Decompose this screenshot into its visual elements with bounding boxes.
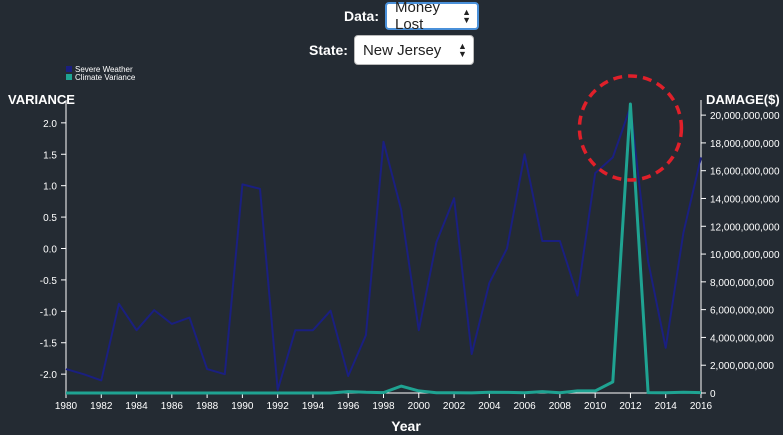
- state-control: State: New Jersey ▲ ▼: [0, 35, 783, 65]
- left-tick-label: 0.0: [43, 245, 57, 256]
- select-caret-icon: ▲ ▼: [458, 41, 467, 59]
- right-tick-label: 6,000,000,000: [710, 306, 774, 317]
- x-tick-label: 2004: [478, 401, 501, 412]
- data-control: Data: Money Lost ▲ ▼: [0, 0, 783, 33]
- legend-label: Severe Weather: [75, 65, 133, 74]
- state-select[interactable]: New Jersey ▲ ▼: [353, 35, 474, 65]
- x-tick-label: 2014: [655, 401, 678, 412]
- left-tick-label: -1.0: [40, 307, 58, 318]
- right-tick-label: 12,000,000,000: [710, 222, 780, 233]
- right-tick-label: 14,000,000,000: [710, 194, 780, 205]
- right-axis-title: DAMAGE($): [706, 92, 780, 107]
- right-tick-label: 8,000,000,000: [710, 278, 774, 289]
- x-tick-label: 2012: [619, 401, 642, 412]
- series-line-climate-variance: [66, 102, 702, 395]
- left-tick-label: 1.5: [43, 150, 57, 161]
- legend-label: Climate Variance: [75, 73, 136, 82]
- left-tick-label: -2.0: [40, 370, 58, 381]
- state-select-value: New Jersey: [362, 41, 442, 59]
- x-tick-label: 1988: [196, 401, 219, 412]
- left-tick-label: -0.5: [40, 276, 58, 287]
- x-tick-label: 1990: [231, 401, 254, 412]
- x-tick-label: 1994: [302, 401, 325, 412]
- x-tick-label: 1996: [337, 401, 360, 412]
- right-tick-label: 0: [710, 389, 716, 400]
- x-tick-label: 1992: [267, 401, 290, 412]
- x-tick-label: 1980: [55, 401, 78, 412]
- left-tick-label: -1.5: [40, 339, 58, 350]
- data-select-value: Money Lost: [395, 0, 441, 33]
- right-tick-label: 2,000,000,000: [710, 361, 774, 372]
- x-tick-label: 1982: [90, 401, 113, 412]
- right-tick-label: 18,000,000,000: [710, 139, 780, 150]
- x-tick-label: 2008: [549, 401, 572, 412]
- right-tick-label: 4,000,000,000: [710, 333, 774, 344]
- left-tick-label: 0.5: [43, 213, 57, 224]
- data-label: Data:: [343, 8, 379, 24]
- x-axis-title: Year: [391, 418, 421, 434]
- right-tick-label: 20,000,000,000: [710, 111, 780, 122]
- right-tick-label: 10,000,000,000: [710, 250, 780, 261]
- x-tick-label: 1998: [372, 401, 395, 412]
- data-select[interactable]: Money Lost ▲ ▼: [385, 0, 479, 33]
- left-tick-label: 1.0: [43, 182, 57, 193]
- highlight-circle: [577, 74, 684, 182]
- series-line-severe-weather: [65, 106, 702, 391]
- left-axis-title: VARIANCE: [8, 92, 75, 107]
- legend-swatch: [66, 74, 72, 80]
- select-caret-icon: ▲ ▼: [462, 7, 471, 25]
- x-tick-label: 2006: [513, 401, 536, 412]
- x-tick-label: 1984: [125, 401, 148, 412]
- left-tick-label: 2.0: [43, 119, 57, 130]
- x-tick-label: 2016: [690, 401, 713, 412]
- right-tick-label: 16,000,000,000: [710, 167, 780, 178]
- legend-swatch: [66, 66, 72, 72]
- x-tick-label: 2000: [408, 401, 431, 412]
- state-label: State:: [309, 42, 348, 58]
- x-tick-label: 1986: [161, 401, 184, 412]
- x-tick-label: 2002: [443, 401, 466, 412]
- x-tick-label: 2010: [584, 401, 607, 412]
